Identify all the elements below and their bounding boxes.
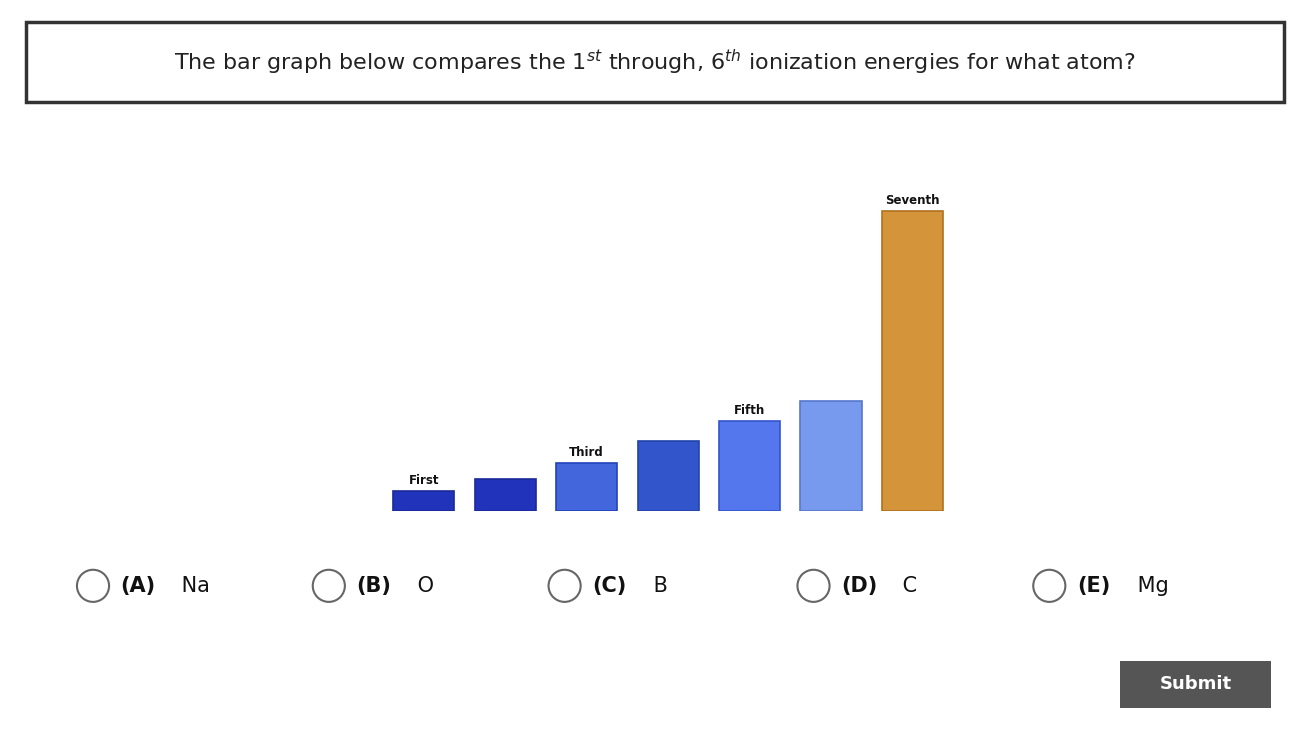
FancyBboxPatch shape	[1120, 661, 1271, 708]
Text: (B): (B)	[356, 576, 392, 596]
Bar	[719, 421, 779, 511]
Bar	[800, 401, 862, 511]
Bar	[882, 211, 943, 511]
FancyBboxPatch shape	[26, 22, 1284, 102]
Text: O: O	[411, 576, 434, 596]
Text: Submit: Submit	[1159, 675, 1231, 693]
Bar	[393, 491, 455, 511]
Text: B: B	[647, 576, 668, 596]
Text: Fifth: Fifth	[734, 404, 765, 417]
Text: (E): (E)	[1077, 576, 1110, 596]
Text: Seventh: Seventh	[886, 194, 939, 207]
Bar	[474, 479, 536, 511]
Text: The bar graph below compares the 1$^{st}$ through, 6$^{th}$ ionization energies : The bar graph below compares the 1$^{st}…	[174, 47, 1136, 77]
Bar	[557, 463, 617, 511]
Bar	[638, 441, 698, 511]
Text: Mg: Mg	[1132, 576, 1169, 596]
Text: Third: Third	[570, 446, 604, 459]
Text: (A): (A)	[121, 576, 156, 596]
Text: Na: Na	[176, 576, 210, 596]
Text: (C): (C)	[592, 576, 626, 596]
Text: First: First	[409, 474, 439, 487]
Text: (D): (D)	[841, 576, 878, 596]
Text: C: C	[896, 576, 917, 596]
